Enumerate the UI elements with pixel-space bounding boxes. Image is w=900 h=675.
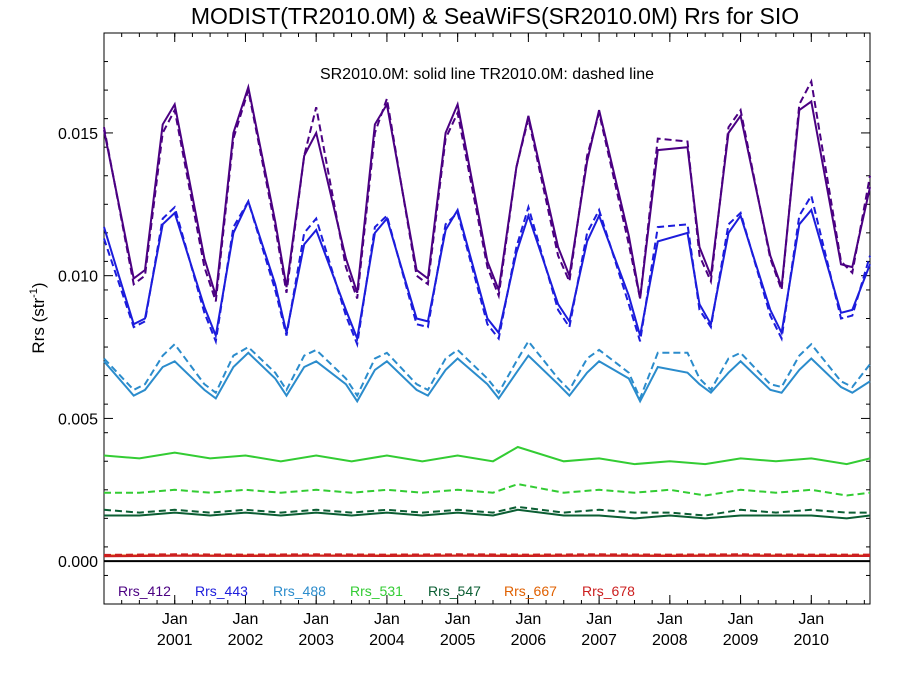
legend-label: Rrs_531	[350, 583, 403, 599]
legend-label: Rrs_488	[273, 583, 326, 599]
series-line-dashed	[103, 339, 871, 402]
x-tick-year-label: 2007	[581, 632, 617, 649]
x-tick-year-label: 2005	[440, 632, 476, 649]
y-axis-label-sup: -1	[28, 288, 40, 298]
y-axis-label-close: )	[29, 282, 48, 288]
y-axis-label-text: Rrs (str	[29, 298, 48, 354]
x-tick-year-label: 2008	[652, 632, 688, 649]
svg-text:Rrs (str-1): Rrs (str-1)	[28, 282, 48, 353]
x-tick-year-label: 2010	[793, 632, 829, 649]
chart-subtitle: SR2010.0M: solid line TR2010.0M: dashed …	[320, 66, 654, 83]
x-tick-month-label: Jan	[586, 611, 612, 628]
x-tick-month-label: Jan	[515, 611, 541, 628]
x-tick-year-label: 2001	[157, 632, 193, 649]
legend-label: Rrs_412	[118, 583, 171, 599]
x-tick-month-label: Jan	[728, 611, 754, 628]
y-axis-label: Rrs (str-1)	[28, 282, 48, 353]
series-line-dashed	[104, 483, 871, 497]
series-line-dashed	[103, 193, 871, 349]
y-tick-label: 0.005	[58, 411, 98, 428]
legend-label: Rrs_678	[582, 583, 635, 599]
y-tick-label: 0.000	[58, 554, 98, 571]
series-line-dashed	[103, 553, 870, 556]
x-tick-month-label: Jan	[657, 611, 683, 628]
x-tick-year-label: 2003	[298, 632, 334, 649]
x-tick-year-label: 2006	[511, 632, 547, 649]
x-tick-year-label: 2002	[228, 632, 264, 649]
legend-label: Rrs_443	[195, 583, 248, 599]
legend: Rrs_412 Rrs_443 Rrs_488 Rrs_531 Rrs_547 Rrs_6…	[118, 583, 635, 599]
series-line-solid	[103, 83, 871, 299]
axes: 0.000 0.005 0.010 0.015 Jan 2001 Jan 2002 Jan 200…	[58, 32, 870, 649]
x-tick-year-label: 2004	[369, 632, 405, 649]
x-tick-year-label: 2009	[723, 632, 759, 649]
series-layer	[103, 78, 871, 558]
y-tick-label: 0.010	[58, 269, 98, 286]
chart-title: MODIST(TR2010.0M) & SeaWiFS(SR2010.0M) R…	[191, 3, 799, 29]
series-line-solid	[103, 554, 870, 558]
series-line-solid	[103, 445, 871, 466]
series-line-solid	[103, 198, 871, 343]
series-line-solid	[103, 351, 871, 404]
y-tick-label: 0.015	[58, 126, 98, 143]
x-tick-month-label: Jan	[233, 611, 259, 628]
x-tick-month-label: Jan	[445, 611, 471, 628]
x-tick-month-label: Jan	[162, 611, 188, 628]
legend-label: Rrs_547	[428, 583, 481, 599]
x-tick-month-label: Jan	[798, 611, 824, 628]
series-line-solid	[104, 508, 871, 520]
legend-label: Rrs_667	[504, 583, 557, 599]
x-tick-month-label: Jan	[374, 611, 400, 628]
series-line-dashed	[103, 505, 870, 517]
x-tick-month-label: Jan	[303, 611, 329, 628]
